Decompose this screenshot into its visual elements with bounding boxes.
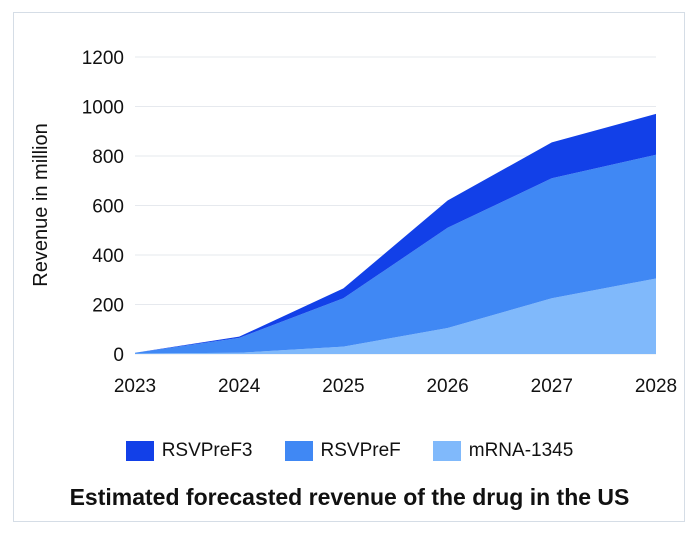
legend-swatch: [284, 441, 313, 461]
y-tick-label: 800: [92, 147, 124, 168]
y-tick-label: 600: [92, 197, 124, 218]
y-axis-label: Revenue in million: [30, 123, 52, 286]
x-tick-label: 2025: [322, 376, 364, 397]
y-tick-label: 0: [113, 345, 124, 366]
x-tick-label: 2024: [218, 376, 261, 397]
area-series-rsvpref: [135, 154, 656, 354]
legend-label: RSVPreF3: [161, 440, 253, 461]
legend-item: RSVPreF3: [125, 440, 253, 462]
y-tick-label: 1200: [82, 48, 124, 69]
legend: RSVPreF3 RSVPreF mRNA-1345: [0, 440, 699, 462]
legend-swatch: [432, 441, 461, 461]
y-axis-ticks: 0 200 400 600 800 1000 1200: [82, 48, 124, 366]
legend-label: mRNA-1345: [468, 440, 574, 461]
area-series-rsvpref3: [135, 113, 656, 353]
x-tick-label: 2026: [426, 376, 468, 397]
legend-label: RSVPreF: [320, 440, 401, 461]
y-tick-label: 200: [92, 296, 124, 317]
legend-swatch: [125, 441, 154, 461]
x-tick-label: 2027: [531, 376, 573, 397]
x-tick-label: 2023: [114, 376, 156, 397]
y-tick-label: 400: [92, 246, 124, 267]
chart-title: Estimated forecasted revenue of the drug…: [69, 484, 630, 510]
area-series-group: [135, 113, 656, 354]
x-axis-ticks: 2023 2024 2025 2026 2027 2028: [114, 376, 677, 397]
area-series-mrna-1345: [135, 278, 656, 354]
y-tick-label: 1000: [82, 98, 124, 119]
legend-item: mRNA-1345: [432, 440, 574, 462]
legend-item: RSVPreF: [284, 440, 401, 462]
x-tick-label: 2028: [635, 376, 677, 397]
